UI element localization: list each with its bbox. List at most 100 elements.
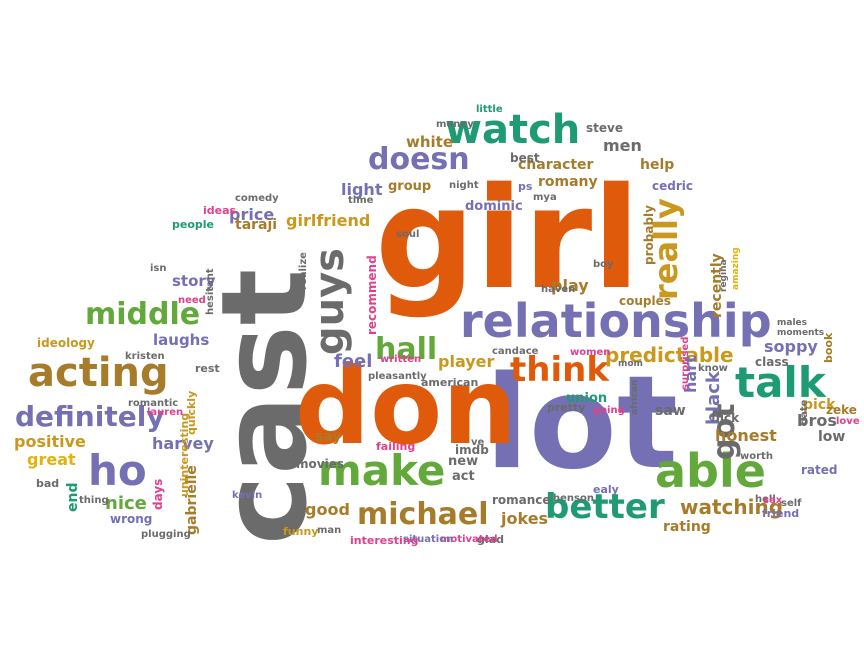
word-worth: worth <box>740 451 773 462</box>
word-ps: ps <box>518 180 533 193</box>
word-boy: boy <box>593 259 614 270</box>
word-great: great <box>27 450 76 469</box>
word-story: story <box>172 272 216 290</box>
word-males: males <box>777 318 807 328</box>
word-date: date <box>799 399 810 425</box>
word-good: good <box>305 500 350 519</box>
word-interesting: interesting <box>350 534 419 547</box>
word-flick: flick <box>711 411 740 425</box>
word-hell: hell <box>755 494 776 505</box>
word-self: self <box>781 498 802 509</box>
word-imdb: imdb <box>455 443 489 457</box>
word-zeke: zeke <box>826 403 857 417</box>
word-hall: hall <box>375 332 438 367</box>
word-nice: nice <box>105 493 147 514</box>
word-ho: ho <box>88 446 147 495</box>
word-light: light <box>341 180 383 199</box>
word-rest: rest <box>195 362 220 375</box>
word-ealy: ealy <box>593 483 619 496</box>
word-steve: steve <box>586 121 623 135</box>
word-candace: candace <box>492 346 539 357</box>
word-isn: isn <box>150 263 167 274</box>
word-pleasantly: pleasantly <box>368 371 427 382</box>
word-kevin: kevin <box>232 490 263 501</box>
word-price: price <box>229 205 275 224</box>
word-book: book <box>822 332 835 363</box>
word-michael: michael <box>357 497 489 532</box>
word-lot: lot <box>485 349 678 498</box>
word-able: able <box>655 444 766 498</box>
word-relationship: relationship <box>460 294 772 348</box>
word-act: act <box>452 469 475 484</box>
word-wrong: wrong <box>110 512 153 526</box>
word-plugging: plugging <box>141 529 191 540</box>
word-lauren: lauren <box>147 407 184 418</box>
word-hesitant: hesitant <box>205 268 216 315</box>
word-kristen: kristen <box>125 351 165 362</box>
word-mom: mom <box>618 359 643 369</box>
word-mya: mya <box>533 192 557 203</box>
word-pick: pick <box>803 397 836 413</box>
word-probably: probably <box>642 205 656 265</box>
word-women: women <box>570 347 611 358</box>
word-thing: thing <box>79 495 109 506</box>
word-watching: watching <box>680 495 784 519</box>
word-failing: failing <box>376 440 416 453</box>
word-play: play <box>551 276 589 295</box>
word-rating: rating <box>663 519 711 535</box>
word-laughs: laughs <box>153 331 210 349</box>
word-funny: funny <box>283 525 319 538</box>
word-guys: guys <box>307 248 353 355</box>
word-think: think <box>510 350 609 390</box>
word-men: men <box>603 136 642 155</box>
word-girlfriend: girlfriend <box>286 211 371 230</box>
word-rated: rated <box>801 463 838 477</box>
word-make: make <box>318 446 446 495</box>
word-white: white <box>406 133 454 151</box>
word-moments: moments <box>777 328 825 338</box>
word-don: don <box>295 346 518 468</box>
word-romantic: romantic <box>128 398 179 409</box>
word-saw: saw <box>655 403 686 419</box>
word-regina: regina <box>719 259 729 292</box>
word-union: union <box>566 391 608 406</box>
word-cedric: cedric <box>652 179 693 193</box>
word-soppy: soppy <box>764 337 818 356</box>
word-american: american <box>421 376 479 389</box>
word-friend: friend <box>762 507 800 520</box>
word-love: love <box>836 416 860 427</box>
word-dominic: dominic <box>465 199 523 214</box>
word-feel: feel <box>334 351 373 372</box>
word-surprised: surprised <box>680 336 691 390</box>
word-soul: soul <box>396 229 420 240</box>
word-new: new <box>448 454 479 469</box>
word-pretty: pretty <box>547 401 586 414</box>
word-taraji: taraji <box>235 217 278 233</box>
word-money: money <box>436 119 474 130</box>
word-watch: watch <box>445 107 581 153</box>
word-better: better <box>545 487 665 527</box>
word-doesn: doesn <box>368 142 470 177</box>
word-definitely: definitely <box>15 400 165 433</box>
word-recommend: recommend <box>365 255 379 335</box>
word-henson: henson <box>553 493 594 504</box>
word-bad: bad <box>36 477 60 490</box>
word-movies: movies <box>296 457 344 471</box>
word-low: low <box>818 429 846 445</box>
word-girl: girl <box>375 158 641 321</box>
word-night: night <box>449 180 479 191</box>
word-people: people <box>172 218 214 231</box>
word-group: group <box>388 179 432 194</box>
word-acting: acting <box>28 350 169 396</box>
word-class: class <box>755 355 789 369</box>
word-middle: middle <box>85 297 201 332</box>
word-bros: bros <box>797 411 837 430</box>
word-help: help <box>640 157 675 173</box>
word-end: end <box>65 482 81 512</box>
word-time: time <box>348 195 374 206</box>
word-situation: situation <box>403 534 454 545</box>
word-harvey: harvey <box>152 434 214 453</box>
word-honest: honest <box>715 426 777 445</box>
word-say: say <box>315 429 342 445</box>
